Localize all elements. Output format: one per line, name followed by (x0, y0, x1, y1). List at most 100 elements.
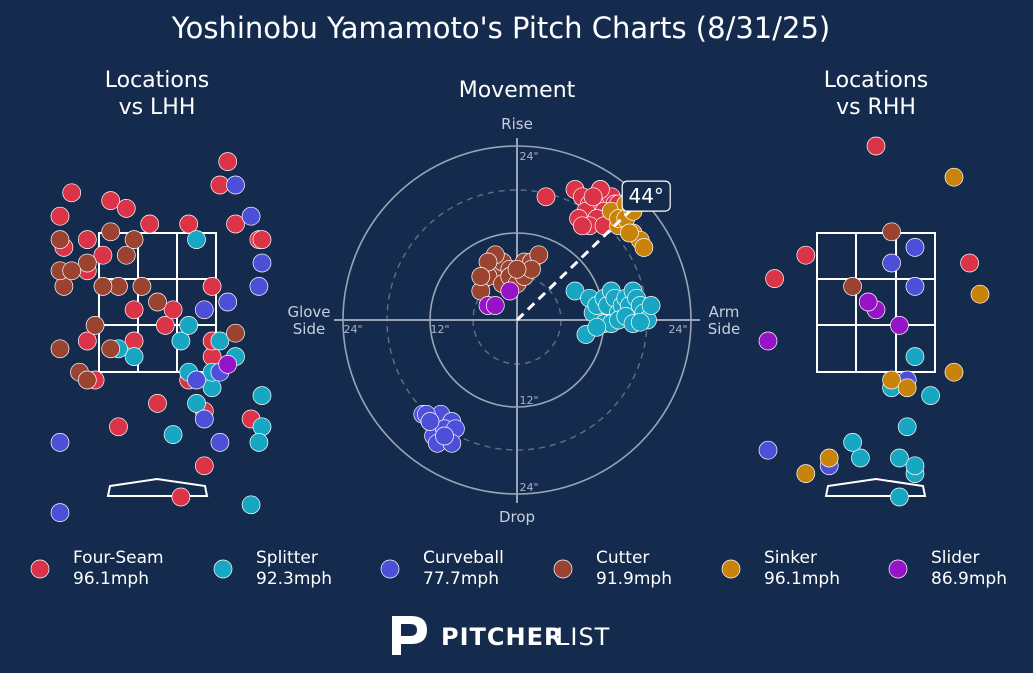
lhh-cutter-point (54, 277, 74, 296)
rhh-cutter-point (843, 277, 862, 296)
chart-title: Yoshinobu Yamamoto's Pitch Charts (8/31/… (171, 11, 830, 45)
brand-pitcher: PITCHER (441, 623, 563, 651)
lhh-cutter-point (226, 323, 245, 343)
arm-angle-layer: 44° (515, 180, 671, 322)
lhh-curveball-point (194, 300, 214, 320)
legend-label-curveball: Curveball (423, 548, 504, 568)
rhh-slider-point (890, 316, 909, 335)
rhh-splitter-point (843, 433, 862, 452)
legend-label-splitter: Splitter (256, 548, 318, 568)
rhh-slider-point (758, 331, 778, 351)
lhh-splitter-point (249, 433, 269, 452)
pitcherlist-logo (392, 616, 427, 655)
rhh-slider-point (858, 292, 878, 312)
movement-cutter-point (471, 267, 491, 286)
rhh-splitter-point (851, 448, 870, 468)
rhh-curveball-point (882, 253, 901, 273)
lhh-splitter-point (252, 417, 272, 437)
lhh-curveball-point (50, 433, 70, 452)
lhh-four-seam-point (93, 245, 113, 265)
ring-label-right-24: 24" (668, 323, 687, 336)
legend-speed-curveball: 77.7mph (423, 569, 499, 589)
legend-speed-cutter: 91.9mph (596, 569, 672, 589)
lhh-cutter-point (77, 253, 97, 273)
movement-sinker-point (620, 223, 639, 243)
lhh-cutter-point (148, 292, 167, 312)
movement-curveball-point (420, 412, 440, 431)
ring-label-left-12: 12" (430, 323, 449, 336)
lhh-cutter-point (101, 222, 121, 242)
lhh-splitter-point (241, 495, 261, 515)
rhh-cutter-point (882, 222, 901, 242)
movement-sinker-point (634, 238, 654, 257)
rhh-title-line1: Locations (824, 68, 929, 93)
rhh-curveball-point (905, 238, 925, 257)
movement-splitter-point (641, 296, 661, 315)
rhh-splitter-point (890, 448, 909, 468)
lhh-curveball-point (194, 409, 214, 429)
legend-marker-four-seam (30, 559, 50, 579)
rhh-points (758, 136, 990, 507)
ring-label-top-12: 12" (519, 394, 538, 407)
lhh-splitter-point (179, 316, 199, 335)
rhh-sinker-point (970, 284, 990, 304)
rhh-curveball-point (758, 440, 778, 460)
movement-points (413, 180, 661, 453)
lhh-title-line2: vs LHH (119, 95, 196, 120)
lhh-cutter-point (116, 245, 136, 265)
lhh-curveball-point (50, 503, 70, 522)
lhh-four-seam-point (226, 214, 245, 234)
movement-splitter-point (587, 317, 607, 337)
lhh-cutter-point (50, 339, 70, 359)
rhh-sinker-point (897, 378, 917, 398)
rhh-splitter-point (905, 347, 925, 366)
legend-marker-curveball (380, 559, 400, 579)
legend-speed-splitter: 92.3mph (256, 569, 332, 589)
lhh-four-seam-point (50, 206, 70, 226)
rhh-four-seam-point (796, 245, 816, 265)
arm-side-label-line2: Side (708, 320, 740, 338)
lhh-points (50, 152, 272, 522)
lhh-splitter-point (210, 331, 230, 351)
lhh-four-seam-point (252, 230, 272, 249)
legend-speed-sinker: 96.1mph (764, 569, 840, 589)
lhh-cutter-point (124, 230, 144, 249)
ring-label-top-24: 24" (519, 150, 538, 163)
legend-label-cutter: Cutter (596, 548, 649, 568)
movement-four-seam-point (572, 216, 592, 236)
legend-speed-four-seam: 96.1mph (73, 569, 149, 589)
arm-angle-label: 44° (628, 184, 663, 208)
movement-slider-point (500, 281, 520, 301)
legend-marker-splitter (213, 559, 233, 579)
lhh-splitter-point (252, 386, 272, 405)
rhh-sinker-point (944, 167, 964, 187)
lhh-curveball-point (252, 253, 272, 273)
movement-four-seam-point (536, 187, 556, 207)
lhh-four-seam-point (124, 300, 144, 320)
lhh-four-seam-point (155, 316, 175, 335)
lhh-splitter-point (187, 230, 206, 249)
ring-label-left-24: 24" (343, 323, 362, 336)
legend-speed-slider: 86.9mph (931, 569, 1007, 589)
rise-label: Rise (501, 115, 533, 133)
lhh-cutter-point (101, 339, 121, 359)
legend-label-slider: Slider (931, 548, 979, 568)
pitcherlist-p-icon (392, 616, 427, 655)
lhh-four-seam-point (148, 394, 167, 413)
rhh-strike-zone (816, 232, 936, 373)
lhh-four-seam-point (202, 277, 222, 296)
lhh-cutter-point (85, 316, 105, 335)
movement-title: Movement (459, 78, 576, 103)
brand-list: LIST (556, 623, 610, 651)
lhh-four-seam-point (218, 152, 238, 171)
lhh-cutter-point (62, 261, 82, 281)
legend: Four-Seam96.1mphSplitter92.3mphCurveball… (30, 548, 1007, 589)
movement-four-seam-point (583, 187, 603, 207)
rhh-sinker-point (796, 464, 816, 483)
lhh-four-seam-point (179, 214, 199, 234)
rhh-splitter-point (897, 417, 917, 437)
rhh-four-seam-point (866, 136, 886, 156)
lhh-four-seam-point (171, 487, 191, 507)
lhh-four-seam-point (101, 191, 121, 210)
